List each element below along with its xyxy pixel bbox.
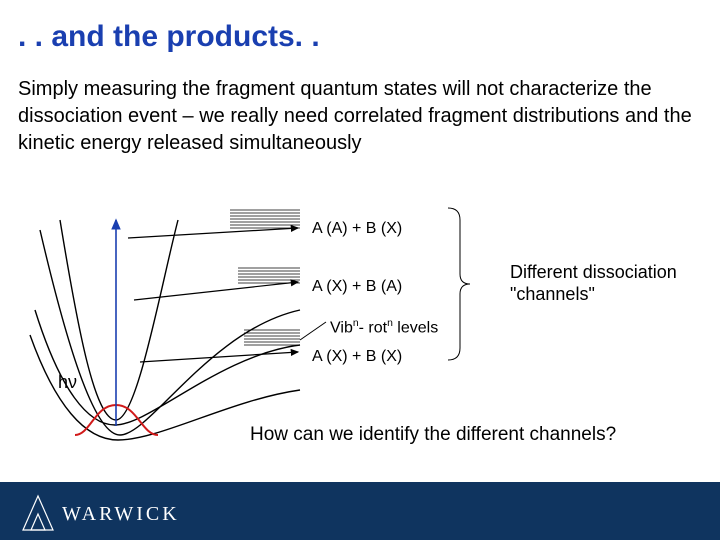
question-text: How can we identify the different channe… xyxy=(250,424,616,446)
channel-1-label: A (A) + B (X) xyxy=(312,220,402,238)
vibrot-pointer xyxy=(300,322,326,340)
body-paragraph: Simply measuring the fragment quantum st… xyxy=(18,76,700,157)
channel-3-label: A (X) + B (X) xyxy=(312,348,402,366)
vibrot-label: Vibn- rotn levels xyxy=(330,318,438,337)
channels-note: Different dissociation "channels" xyxy=(510,262,677,305)
channels-brace xyxy=(448,208,470,360)
footer-bar: WARWICK xyxy=(0,482,720,540)
body-text: Simply measuring the fragment quantum st… xyxy=(18,78,692,154)
slide-title: . . and the products. . xyxy=(18,20,320,54)
exit-arrow-3 xyxy=(140,352,298,362)
exit-arrow-1 xyxy=(128,228,298,238)
title-text: . . and the products. . xyxy=(18,20,320,53)
channel-2-label: A (X) + B (A) xyxy=(312,278,402,296)
warwick-triangle-icon xyxy=(20,490,56,534)
hv-label: hν xyxy=(58,372,77,393)
exit-arrow-2 xyxy=(134,282,298,300)
warwick-wordmark: WARWICK xyxy=(62,503,180,526)
